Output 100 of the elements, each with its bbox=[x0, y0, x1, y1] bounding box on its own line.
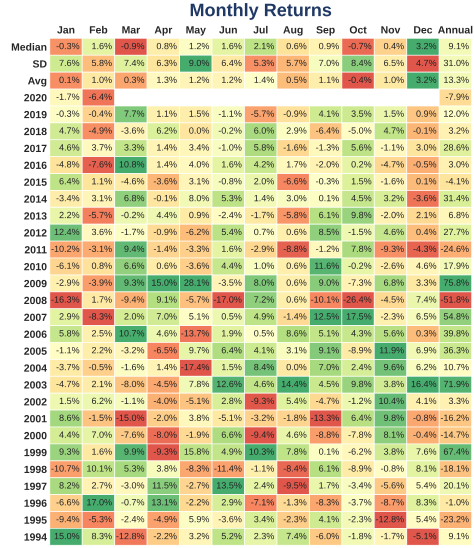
data-label: 3.7% bbox=[92, 144, 112, 151]
data-label: -4.0% bbox=[154, 398, 177, 404]
y-tick-label: 2005 bbox=[24, 347, 47, 355]
data-label: 3.6% bbox=[92, 228, 112, 236]
y-tick-label: 2006 bbox=[24, 330, 47, 338]
data-label: 12.5% bbox=[314, 313, 339, 320]
data-label: 1.4% bbox=[254, 76, 274, 83]
data-label: 17.5% bbox=[346, 313, 372, 320]
y-tick-label: Median bbox=[12, 43, 46, 51]
data-label: -3.6% bbox=[413, 194, 436, 202]
data-label: -18.1% bbox=[440, 465, 469, 472]
data-label: -2.0% bbox=[316, 161, 339, 168]
data-label: -3.2% bbox=[251, 414, 274, 421]
data-label: 0.8% bbox=[92, 262, 112, 269]
data-label: -1.2% bbox=[316, 246, 339, 252]
data-label: 6.4% bbox=[352, 414, 372, 421]
data-label: -5.7% bbox=[88, 212, 112, 218]
data-label: 12.6% bbox=[216, 380, 242, 388]
data-label: 28.6% bbox=[444, 144, 469, 151]
data-label: -0.8% bbox=[218, 178, 242, 184]
data-label: 10.7% bbox=[120, 330, 144, 336]
data-label: 2.9% bbox=[286, 127, 306, 134]
data-label: 0.8% bbox=[156, 42, 177, 50]
data-label: 3.4% bbox=[189, 144, 210, 151]
data-label: 6.4% bbox=[222, 346, 242, 354]
data-label: -9.4% bbox=[121, 296, 144, 303]
y-tick-label: 2000 bbox=[24, 432, 47, 440]
data-label: -1.5% bbox=[88, 414, 112, 421]
data-label: 2.1% bbox=[254, 42, 274, 50]
data-label: 4.9% bbox=[254, 313, 274, 320]
data-label: 7.8% bbox=[352, 246, 372, 252]
data-label: 4.9% bbox=[222, 448, 242, 455]
y-tick-label: 2009 bbox=[24, 280, 47, 288]
data-label: 0.1% bbox=[59, 76, 80, 84]
data-label: -3.6% bbox=[121, 127, 144, 134]
x-tick-label: Nov bbox=[381, 26, 400, 34]
data-label: -1.5% bbox=[348, 228, 372, 236]
data-label: -1.6% bbox=[380, 178, 404, 184]
data-label: -0.5% bbox=[88, 364, 112, 370]
data-label: 3.2% bbox=[384, 194, 404, 202]
y-tick-label: 2011 bbox=[24, 246, 47, 254]
y-tick-label: 2019 bbox=[24, 110, 47, 118]
data-label: 0.5% bbox=[222, 313, 242, 320]
data-label: 4.1% bbox=[318, 110, 339, 117]
data-label: 9.7% bbox=[189, 346, 210, 354]
data-label: 3.8% bbox=[156, 465, 177, 472]
data-label: -2.9% bbox=[251, 246, 274, 252]
data-label: 6.5% bbox=[416, 313, 436, 320]
data-label: 14.4% bbox=[282, 380, 306, 388]
data-label: -8.3% bbox=[88, 313, 112, 320]
data-label: 4.7% bbox=[59, 127, 80, 134]
data-label: 7.0% bbox=[319, 364, 339, 370]
data-label: 9.4% bbox=[124, 246, 144, 252]
data-label: 5.8% bbox=[92, 60, 112, 66]
data-label: -0.7% bbox=[121, 499, 144, 506]
data-label: 0.5% bbox=[254, 330, 274, 336]
data-label: 1.7% bbox=[92, 296, 112, 303]
data-label: -1.6% bbox=[121, 364, 144, 370]
data-label: 2.1% bbox=[416, 212, 436, 218]
data-label: -3.6% bbox=[218, 516, 242, 522]
data-label: -11.4% bbox=[214, 465, 242, 472]
data-label: 4.4% bbox=[59, 432, 80, 438]
data-label: 36.3% bbox=[444, 346, 469, 354]
data-label: -16.3% bbox=[51, 296, 80, 303]
data-label: 4.6% bbox=[254, 380, 274, 388]
data-label: 9.3% bbox=[124, 279, 144, 286]
data-label: -2.3% bbox=[284, 516, 306, 522]
data-label: 5.3% bbox=[222, 194, 242, 202]
data-label: 8.6% bbox=[59, 414, 80, 421]
data-label: 3.1% bbox=[286, 346, 306, 354]
data-label: 7.0% bbox=[156, 313, 177, 320]
data-label: -1.9% bbox=[186, 431, 210, 438]
data-label: 3.3% bbox=[416, 279, 436, 286]
data-label: -7.9% bbox=[446, 94, 469, 100]
data-label: 6.2% bbox=[156, 127, 177, 134]
data-label: 0.6% bbox=[286, 42, 306, 50]
data-label: -3.7% bbox=[348, 499, 372, 506]
data-label: 3.5% bbox=[351, 110, 372, 117]
y-tick-label: SD bbox=[32, 60, 47, 68]
data-label: -3.3% bbox=[186, 246, 210, 252]
data-label: 6.2% bbox=[416, 364, 436, 370]
data-label: 9.6% bbox=[384, 364, 404, 370]
data-label: -10.7% bbox=[51, 465, 80, 472]
data-label: 5.6% bbox=[384, 330, 404, 336]
data-label: -0.9% bbox=[154, 228, 177, 236]
data-label: 1.7% bbox=[319, 482, 339, 489]
data-label: 0.7% bbox=[254, 228, 274, 236]
y-tick-label: 2003 bbox=[24, 381, 47, 389]
data-label: 9.1% bbox=[156, 296, 177, 303]
data-label: 0.9% bbox=[416, 110, 436, 117]
y-tick-label: 1994 bbox=[24, 533, 47, 541]
data-label: 8.0% bbox=[189, 194, 210, 202]
data-label: 0.2% bbox=[351, 161, 372, 168]
data-label: 1.4% bbox=[254, 194, 274, 202]
data-label: 3.3% bbox=[448, 398, 469, 404]
data-label: -3.0% bbox=[121, 482, 144, 489]
data-label: 1.1% bbox=[92, 178, 112, 184]
data-label: 67.4% bbox=[444, 448, 469, 455]
y-tick-label: 2012 bbox=[24, 229, 47, 237]
data-label: -0.8% bbox=[413, 414, 436, 421]
